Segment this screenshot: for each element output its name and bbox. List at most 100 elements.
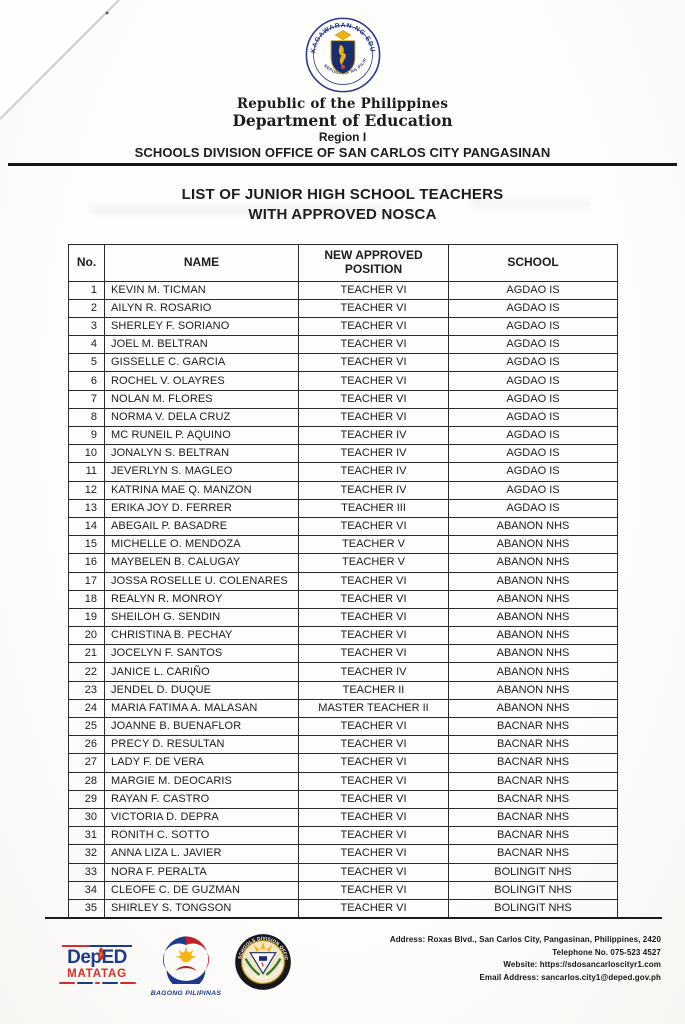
table-row: 1 KEVIN M. TICMAN TEACHER VI AGDAO IS xyxy=(68,280,618,300)
teacher-name: MAYBELEN B. CALUGAY xyxy=(104,553,299,573)
teacher-name: RONITH C. SOTTO xyxy=(104,826,299,846)
approved-position: TEACHER VI xyxy=(298,862,449,882)
table-row: 22 JANICE L. CARIÑO TEACHER IV ABANON NH… xyxy=(68,662,618,682)
school-name: AGDAO IS xyxy=(448,280,618,300)
approved-position: TEACHER III xyxy=(298,498,449,518)
approved-position: TEACHER VI xyxy=(298,316,449,337)
teacher-name: JANICE L. CARIÑO xyxy=(104,662,299,682)
row-number: 9 xyxy=(68,425,105,446)
school-name: ABANON NHS xyxy=(448,626,618,646)
teacher-name: AILYN R. ROSARIO xyxy=(104,298,299,318)
teacher-name: ROCHEL V. OLAYRES xyxy=(104,371,299,391)
deped-matatag-logo: DepED MATATAG xyxy=(56,944,138,985)
approved-position: TEACHER VI xyxy=(298,898,449,919)
teacher-name: PRECY D. RESULTAN xyxy=(104,735,299,755)
table-row: 17 JOSSA ROSELLE U. COLENARES TEACHER VI… xyxy=(68,571,618,591)
teacher-name: CHRISTINA B. PECHAY xyxy=(104,626,299,646)
flame-icon xyxy=(97,946,105,960)
bagong-pilipinas-icon xyxy=(162,936,210,990)
contact-address: Address: Roxas Blvd., San Carlos City, P… xyxy=(389,935,661,944)
approved-position: TEACHER VI xyxy=(298,353,449,373)
teacher-name: ANNA LIZA L. JAVIER xyxy=(104,844,299,864)
school-name: AGDAO IS xyxy=(448,462,618,482)
table-row: 6 ROCHEL V. OLAYRES TEACHER VI AGDAO IS xyxy=(68,371,618,391)
school-name: AGDAO IS xyxy=(448,353,618,373)
row-number: 27 xyxy=(68,753,105,773)
approved-position: TEACHER VI xyxy=(298,735,449,755)
table-row: 12 KATRINA MAE Q. MANZON TEACHER IV AGDA… xyxy=(68,480,618,500)
school-name: AGDAO IS xyxy=(448,407,618,428)
table-row: 19 SHEILOH G. SENDIN TEACHER VI ABANON N… xyxy=(68,607,618,628)
school-name: AGDAO IS xyxy=(448,298,618,318)
page-fold-artifact xyxy=(0,0,120,120)
table-row: 21 JOCELYN F. SANTOS TEACHER VI ABANON N… xyxy=(68,644,618,664)
teacher-name: KATRINA MAE Q. MANZON xyxy=(104,480,299,500)
approved-position: TEACHER VI xyxy=(298,298,449,318)
title-line-2: WITH APPROVED NOSCA xyxy=(248,205,437,223)
row-number: 17 xyxy=(68,571,105,591)
table-row: 10 JONALYN S. BELTRAN TEACHER IV AGDAO I… xyxy=(68,444,618,464)
school-name: BACNAR NHS xyxy=(448,826,618,846)
row-number: 4 xyxy=(68,335,105,355)
row-number: 7 xyxy=(68,389,105,409)
teacher-name: GISSELLE C. GARCIA xyxy=(104,353,299,373)
approved-position: TEACHER IV xyxy=(298,480,449,500)
approved-position: TEACHER VI xyxy=(298,389,449,409)
deped-wordmark: DepED xyxy=(67,946,127,968)
school-name: BOLINGIT NHS xyxy=(448,880,618,900)
row-number: 19 xyxy=(68,607,105,628)
approved-position: TEACHER VI xyxy=(298,335,449,355)
approved-position: TEACHER VI xyxy=(298,516,449,537)
row-number: 8 xyxy=(68,407,105,428)
col-header-no: No. xyxy=(68,243,105,282)
table-row: 26 PRECY D. RESULTAN TEACHER VI BACNAR N… xyxy=(68,735,618,755)
table-row: 27 LADY F. DE VERA TEACHER VI BACNAR NHS xyxy=(68,753,618,773)
table-row: 2 AILYN R. ROSARIO TEACHER VI AGDAO IS xyxy=(68,298,618,318)
contact-block: Address: Roxas Blvd., San Carlos City, P… xyxy=(390,934,661,984)
teacher-name: NOLAN M. FLORES xyxy=(104,389,299,409)
table-row: 4 JOEL M. BELTRAN TEACHER VI AGDAO IS xyxy=(68,335,618,355)
contact-telephone: Telephone No. 075-523 4527 xyxy=(552,947,661,957)
approved-position: TEACHER IV xyxy=(298,444,449,464)
approved-position: TEACHER VI xyxy=(298,753,449,773)
row-number: 33 xyxy=(68,862,105,882)
teacher-name: JOEL M. BELTRAN xyxy=(104,335,299,355)
teacher-name: ABEGAIL P. BASADRE xyxy=(104,516,299,537)
row-number: 11 xyxy=(68,462,105,482)
approved-position: TEACHER VI xyxy=(298,826,449,846)
row-number: 22 xyxy=(68,662,105,682)
row-number: 34 xyxy=(68,880,105,900)
table-row: 16 MAYBELEN B. CALUGAY TEACHER V ABANON … xyxy=(68,553,618,573)
teacher-name: REALYN R. MONROY xyxy=(104,589,299,609)
row-number: 5 xyxy=(68,353,105,373)
school-name: BACNAR NHS xyxy=(448,771,618,791)
teacher-name: RAYAN F. CASTRO xyxy=(104,789,299,809)
deped-logo-rule xyxy=(62,944,132,947)
school-name: ABANON NHS xyxy=(448,516,618,537)
table-row: 28 MARGIE M. DEOCARIS TEACHER VI BACNAR … xyxy=(68,771,618,791)
approved-position: MASTER TEACHER II xyxy=(298,698,449,719)
row-number: 21 xyxy=(68,644,105,664)
school-name: AGDAO IS xyxy=(448,425,618,446)
approved-position: TEACHER V xyxy=(298,535,449,555)
col-header-school: SCHOOL xyxy=(448,243,618,282)
office-line: SCHOOLS DIVISION OFFICE OF SAN CARLOS CI… xyxy=(134,145,551,160)
approved-position: TEACHER IV xyxy=(298,462,449,482)
department-line: Department of Education xyxy=(232,111,453,130)
approved-position: TEACHER V xyxy=(298,553,449,573)
school-name: AGDAO IS xyxy=(448,444,618,464)
teacher-name: SHERLEY F. SORIANO xyxy=(104,316,299,337)
school-name: BOLINGIT NHS xyxy=(448,862,618,882)
bleed-through-artifact xyxy=(90,205,390,215)
row-number: 12 xyxy=(68,480,105,500)
sdo-seal-logo: SCHOOLS DIVISION OFFICE SAN CARLOS CI xyxy=(232,929,292,996)
table-row: 29 RAYAN F. CASTRO TEACHER VI BACNAR NHS xyxy=(68,789,618,809)
table-row: 3 SHERLEY F. SORIANO TEACHER VI AGDAO IS xyxy=(68,316,618,337)
footer-divider xyxy=(45,917,662,919)
row-number: 28 xyxy=(68,771,105,791)
table-row: 33 NORA F. PERALTA TEACHER VI BOLINGIT N… xyxy=(68,862,618,882)
bagong-pilipinas-logo: BAGONG PILIPINAS xyxy=(149,932,223,997)
teacher-name: JONALYN S. BELTRAN xyxy=(104,444,299,464)
approved-position: TEACHER VI xyxy=(298,280,449,300)
school-name: AGDAO IS xyxy=(448,371,618,391)
